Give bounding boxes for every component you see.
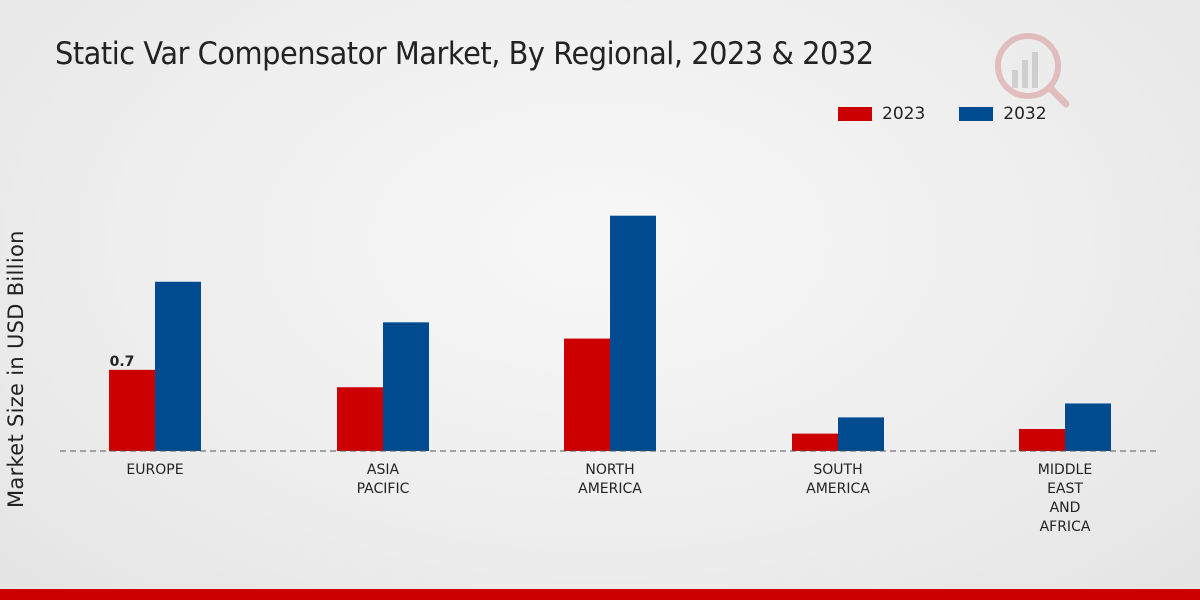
x-tick-label-asia-pacific-line0: ASIA (367, 462, 400, 478)
legend-label-2032: 2032 (1003, 104, 1047, 124)
legend: 2023 2032 (838, 104, 1081, 124)
bar-2032-middle-east-and-africa (1065, 403, 1111, 451)
bar-2023-asia-pacific (337, 387, 383, 451)
legend-swatch-2023 (838, 107, 872, 121)
bar-2023-middle-east-and-africa (1019, 428, 1065, 451)
data-label-2023-europe: 0.7 (110, 354, 135, 370)
x-tick-label-middle-east-and-africa-line2: AND (1050, 500, 1081, 516)
bar-2032-south-america (838, 417, 884, 451)
legend-item-2032: 2032 (959, 104, 1047, 124)
watermark-logo-icon (995, 33, 1070, 108)
bottom-accent-bar (0, 589, 1200, 600)
x-tick-label-north-america-line0: NORTH (585, 462, 634, 478)
x-tick-label-middle-east-and-africa-line1: EAST (1047, 481, 1083, 497)
bar-2023-south-america (792, 433, 838, 451)
bar-2023-north-america (564, 338, 610, 451)
x-tick-label-middle-east-and-africa-line0: MIDDLE (1038, 462, 1092, 478)
x-tick-label-europe-line0: EUROPE (126, 462, 183, 478)
chart-title: Static Var Compensator Market, By Region… (55, 36, 874, 72)
x-tick-label-north-america-line1: AMERICA (578, 481, 642, 497)
x-tick-label-middle-east-and-africa-line3: AFRICA (1040, 519, 1091, 535)
bar-2032-asia-pacific (383, 322, 429, 451)
legend-item-2023: 2023 (838, 104, 925, 124)
bar-2032-europe (155, 281, 201, 451)
x-tick-label-south-america-line1: AMERICA (806, 481, 870, 497)
bar-2023-europe (109, 369, 155, 451)
bar-2032-north-america (610, 215, 656, 451)
legend-label-2023: 2023 (882, 104, 926, 124)
x-tick-label-asia-pacific-line1: PACIFIC (357, 481, 410, 497)
x-tick-label-south-america-line0: SOUTH (813, 462, 862, 478)
legend-swatch-2032 (959, 107, 994, 121)
